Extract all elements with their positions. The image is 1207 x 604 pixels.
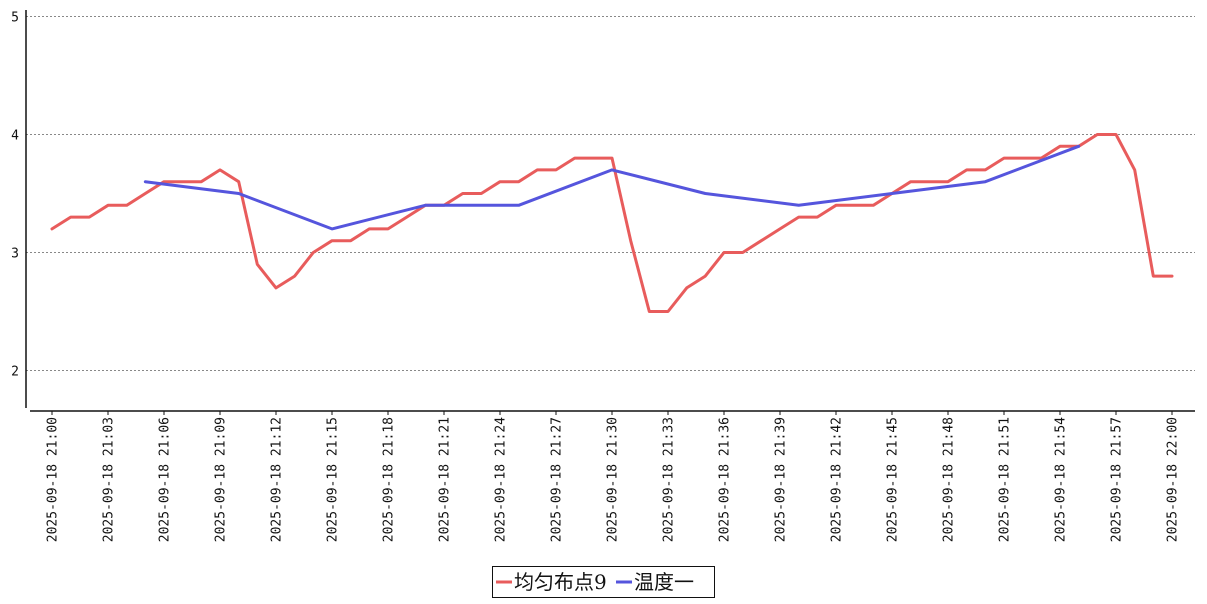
x-tick-label: 2025-09-18 21:42 <box>830 417 845 542</box>
legend-label-1[interactable]: 温度一 <box>634 570 694 594</box>
x-tick-label: 2025-09-18 21:18 <box>382 417 397 542</box>
legend-label-0[interactable]: 均匀布点9 <box>514 570 607 594</box>
x-tick-label: 2025-09-18 21:54 <box>1054 417 1069 542</box>
y-tick-label: 3 <box>11 247 19 262</box>
x-tick-label: 2025-09-18 21:24 <box>494 417 509 542</box>
x-tick-label: 2025-09-18 21:15 <box>326 417 341 542</box>
axes-layer: 2 3 4 5 2025-09-18 21:00 2025-09-18 21:03 2025… <box>11 10 1195 542</box>
x-tick-label: 2025-09-18 21:06 <box>158 417 173 542</box>
x-tick-label: 2025-09-18 21:51 <box>998 417 1013 542</box>
y-tick-label: 2 <box>11 365 19 380</box>
x-tick-label: 2025-09-18 21:36 <box>718 417 733 542</box>
grid-layer <box>26 16 1195 371</box>
x-tick-label: 2025-09-18 21:00 <box>46 417 61 542</box>
x-tick-label: 2025-09-18 21:12 <box>270 417 285 542</box>
series-layer <box>50 133 1174 313</box>
x-tick-label: 2025-09-18 21:21 <box>438 417 453 542</box>
y-tick-label: 5 <box>11 11 19 26</box>
x-tick-label: 2025-09-18 21:45 <box>886 417 901 542</box>
legend-box <box>492 566 715 598</box>
x-tick-label: 2025-09-18 21:03 <box>102 417 117 542</box>
legend[interactable]: 均匀布点9 温度一 <box>492 566 715 598</box>
y-tick-label: 4 <box>11 129 19 144</box>
series-line-0 <box>50 133 1174 313</box>
x-tick-label: 2025-09-18 21:27 <box>550 417 565 542</box>
x-tick-label: 2025-09-18 21:33 <box>662 417 677 542</box>
x-tick-label: 2025-09-18 21:39 <box>774 417 789 542</box>
x-tick-label: 2025-09-18 21:09 <box>214 417 229 542</box>
x-tick-label: 2025-09-18 21:30 <box>606 417 621 542</box>
x-tick-label: 2025-09-18 21:48 <box>942 417 957 542</box>
series-line-1 <box>143 144 1081 231</box>
x-tick-label: 2025-09-18 21:57 <box>1110 417 1125 542</box>
x-tick-label: 2025-09-18 22:00 <box>1166 417 1181 542</box>
